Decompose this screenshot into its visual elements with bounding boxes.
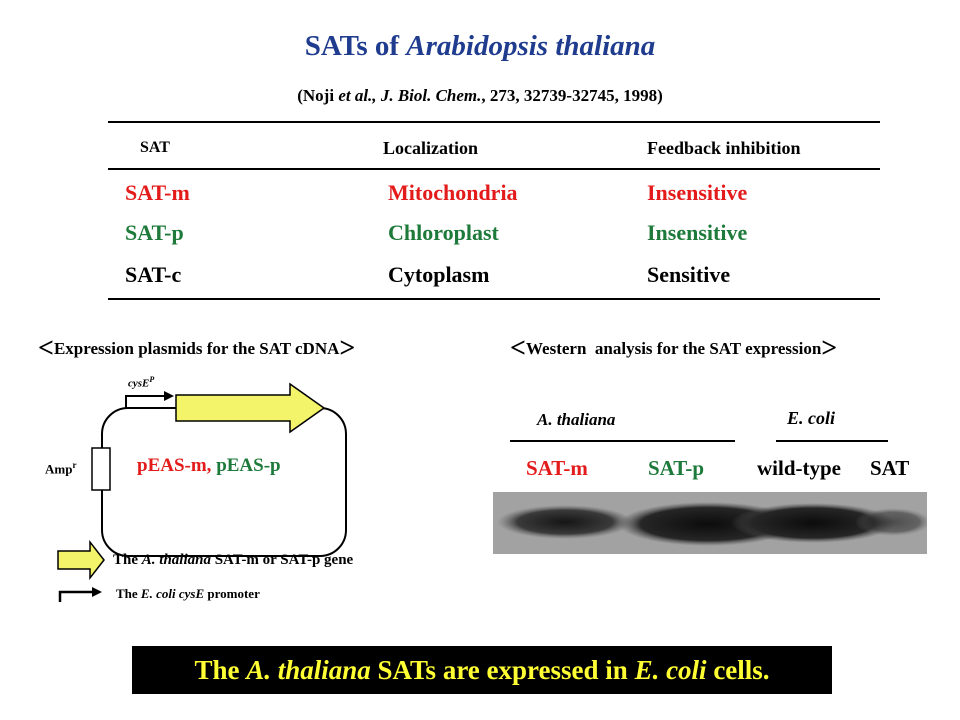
- close-angle-icon: >: [339, 333, 356, 364]
- section-plasmids-text: Expression plasmids for the SAT cDNA: [53, 339, 340, 358]
- table-top-rule: [108, 121, 880, 123]
- legend-promoter-species: E. coli: [140, 586, 176, 601]
- blot-band-sat: [855, 508, 927, 536]
- page-title: SATs of Arabidopsis thaliana: [0, 30, 960, 63]
- western-blot-image: [493, 492, 927, 554]
- section-western-heading: <Western analysis for the SAT expression…: [510, 333, 837, 365]
- amp-label: Ampr: [45, 460, 76, 477]
- legend-promoter-arrowhead-icon: [92, 587, 102, 597]
- row-sat-c-name: SAT-c: [125, 262, 182, 287]
- conclusion-org: E. coli: [634, 655, 707, 685]
- header-sat: SAT: [140, 139, 170, 156]
- legend-promoter-gene: cysE: [175, 586, 205, 601]
- row-sat-p-localization: Chloroplast: [388, 220, 499, 245]
- conclusion-pre: The: [194, 655, 247, 685]
- section-plasmids-heading: <Expression plasmids for the SAT cDNA>: [38, 333, 355, 365]
- legend-gene-text: The A. thaliana SAT-m or SAT-p gene: [113, 552, 353, 569]
- plasmid-name-m: pEAS-m,: [137, 455, 212, 476]
- legend-promoter-arrow-icon: [58, 590, 92, 602]
- legend-gene-post: SAT-m or SAT-p gene: [210, 552, 354, 568]
- title-prefix: SATs of: [304, 30, 407, 62]
- plasmid-names: pEAS-m, pEAS-p: [137, 455, 281, 477]
- conclusion-species: A. thaliana: [246, 655, 371, 685]
- lane-label-sat-p: SAT-p: [648, 456, 705, 480]
- section-western-text: Western analysis for the SAT expression: [525, 339, 822, 358]
- promoter-label-sup: P: [149, 375, 155, 384]
- row-sat-c-localization: Cytoplasm: [388, 262, 490, 287]
- amp-label-sup: r: [72, 460, 77, 470]
- western-group-ecoli-rule: [776, 440, 888, 442]
- plasmid-diagram: [57, 382, 347, 602]
- citation-journal: J. Biol. Chem.: [376, 86, 482, 105]
- lane-label-sat: SAT: [870, 456, 910, 480]
- legend-gene-species: A. thaliana: [141, 552, 211, 568]
- row-sat-p-feedback: Insensitive: [647, 220, 748, 245]
- amp-resistance-box: [91, 447, 111, 491]
- plasmid-loop: [101, 407, 347, 557]
- citation-etal: et al.,: [338, 86, 377, 105]
- promoter-arrowhead-icon: [164, 391, 174, 401]
- legend-promoter-pre: The: [116, 586, 141, 601]
- promoter-label-text: cysE: [128, 377, 150, 390]
- open-angle-icon: <: [510, 333, 526, 364]
- legend-promoter-post: promoter: [204, 586, 260, 601]
- close-angle-icon: >: [821, 333, 838, 364]
- row-sat-m-localization: Mitochondria: [388, 180, 518, 205]
- citation: (Noji et al., J. Biol. Chem., 273, 32739…: [0, 86, 960, 106]
- promoter-arrow-icon: [125, 395, 164, 408]
- amp-label-text: Amp: [45, 461, 73, 477]
- lane-label-wild-type: wild-type: [757, 456, 841, 480]
- lane-label-sat-m: SAT-m: [526, 456, 588, 480]
- table-header-rule: [108, 168, 880, 170]
- western-group-athaliana-rule: [510, 440, 735, 442]
- legend-promoter-text: The E. coli cysE promoter: [116, 586, 260, 602]
- legend-gene-pre: The: [113, 552, 142, 568]
- open-angle-icon: <: [38, 333, 54, 364]
- citation-open: (Noji: [297, 86, 339, 105]
- header-feedback: Feedback inhibition: [647, 138, 801, 158]
- citation-rest: , 273, 32739-32745, 1998): [481, 86, 663, 105]
- conclusion-post: cells.: [706, 655, 770, 685]
- row-sat-p-name: SAT-p: [125, 220, 184, 245]
- conclusion-banner: The A. thaliana SATs are expressed in E.…: [132, 646, 832, 694]
- western-group-ecoli: E. coli: [787, 408, 835, 428]
- blot-band-wild-type: [731, 503, 895, 543]
- promoter-label: cysEP: [128, 375, 154, 390]
- legend-gene-arrow-icon: [57, 539, 105, 581]
- title-species: Arabidopsis thaliana: [406, 30, 656, 62]
- row-sat-m-name: SAT-m: [125, 180, 190, 205]
- plasmid-name-p: pEAS-p: [216, 455, 281, 476]
- row-sat-c-feedback: Sensitive: [647, 262, 731, 287]
- header-localization: Localization: [383, 138, 478, 158]
- blot-band-sat-m: [497, 505, 633, 539]
- row-sat-m-feedback: Insensitive: [647, 180, 748, 205]
- western-group-athaliana: A. thaliana: [537, 410, 616, 429]
- table-bottom-rule: [108, 298, 880, 300]
- gene-arrow-icon: [175, 382, 326, 434]
- conclusion-mid: SATs are expressed in: [370, 655, 635, 685]
